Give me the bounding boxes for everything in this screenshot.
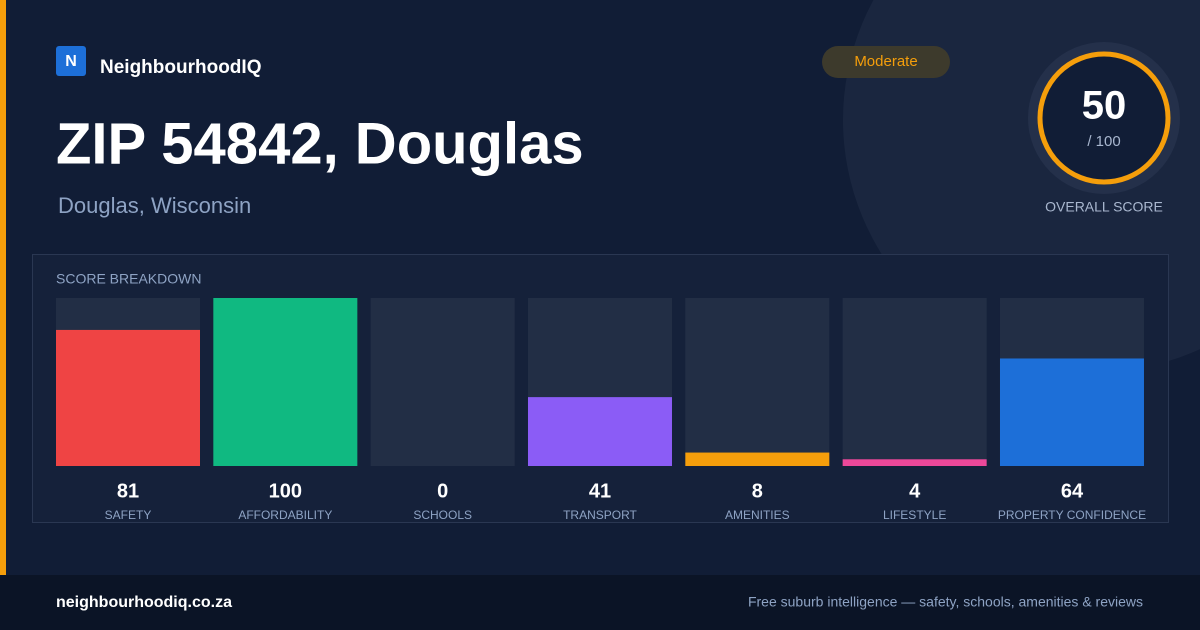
value-label: 81 xyxy=(117,480,139,502)
bars: 81 SAFETY 100 AFFORDABILITY 0 SCHOOLS 41 TRANSP… xyxy=(56,298,1146,522)
value-label: 100 xyxy=(269,480,302,502)
footer-site: neighbourhoodiq.co.za xyxy=(56,594,232,611)
overall-label: OVERALL SCORE xyxy=(1045,199,1163,215)
footer-tagline: Free suburb intelligence — safety, schoo… xyxy=(748,594,1143,610)
category-label: SCHOOLS xyxy=(413,508,472,522)
value-label: 4 xyxy=(909,480,921,502)
badge xyxy=(822,46,950,78)
category-label: AFFORDABILITY xyxy=(238,508,332,522)
brand-name: NeighbourhoodIQ xyxy=(100,57,261,78)
category-label: PROPERTY CONFIDENCE xyxy=(998,508,1146,522)
value-label: 8 xyxy=(752,480,763,502)
accent-stripe xyxy=(0,0,6,575)
bar xyxy=(842,459,987,466)
bar xyxy=(56,329,200,466)
category-label: LIFESTYLE xyxy=(883,508,946,522)
bar xyxy=(213,298,358,466)
subtitle: Douglas, Wisconsin xyxy=(58,193,251,218)
badge-text: Moderate xyxy=(854,53,917,70)
chart-title: SCORE BREAKDOWN xyxy=(56,271,201,287)
category-label: SAFETY xyxy=(105,508,152,522)
footer xyxy=(0,575,1200,630)
logo-letter: N xyxy=(65,53,77,70)
title: ZIP 54842, Douglas xyxy=(56,111,584,176)
bar-track xyxy=(370,298,515,466)
score-ring xyxy=(1037,51,1171,185)
bar-track xyxy=(842,298,987,466)
bar xyxy=(999,358,1144,466)
bar xyxy=(685,452,830,466)
category-label: AMENITIES xyxy=(725,508,790,522)
logo xyxy=(56,46,86,76)
category-label: TRANSPORT xyxy=(563,508,637,522)
value-label: 64 xyxy=(1061,480,1084,502)
value-label: 41 xyxy=(589,480,611,502)
bar-track xyxy=(685,298,830,466)
bar xyxy=(527,397,672,466)
overall-score: 50 xyxy=(1082,84,1127,128)
value-label: 0 xyxy=(437,480,448,502)
overall-out-of: / 100 xyxy=(1087,133,1120,150)
